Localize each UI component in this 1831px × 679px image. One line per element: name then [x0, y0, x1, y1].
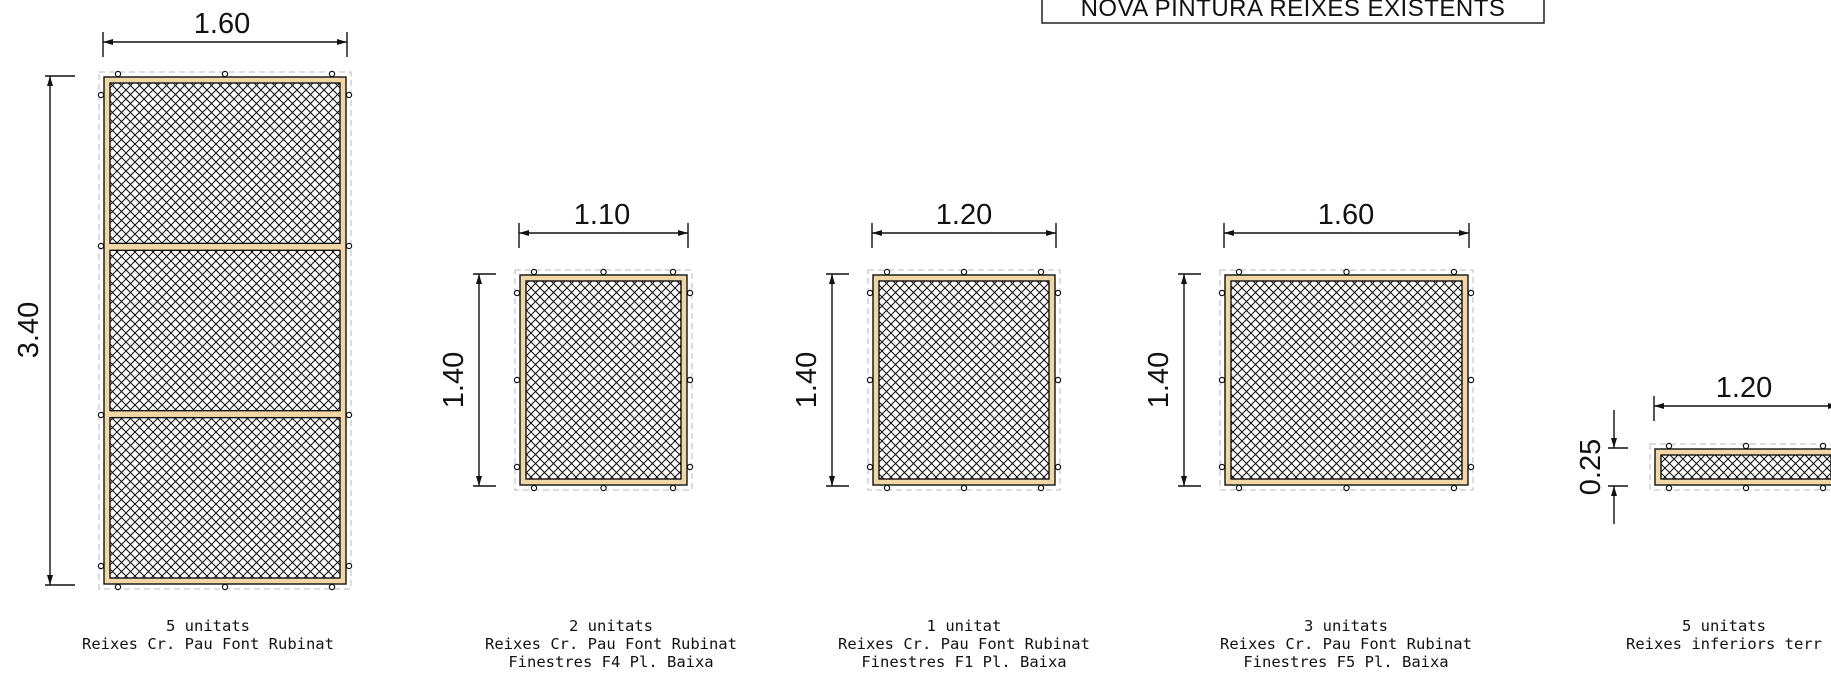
bolt — [686, 463, 694, 471]
mesh-panel — [878, 280, 1050, 480]
bolt — [883, 268, 891, 276]
caption-line: Reixes Cr. Pau Font Rubinat — [838, 635, 1090, 653]
bolt — [530, 268, 538, 276]
drawing-title: NOVA PINTURA REIXES EXISTENTS — [1081, 0, 1506, 22]
bolt — [600, 484, 607, 492]
bolt — [1054, 463, 1062, 471]
bolt — [883, 484, 891, 492]
bolt — [97, 411, 105, 419]
bolt — [1742, 442, 1750, 450]
title-block: NOVA PINTURA REIXES EXISTENTS — [1041, 0, 1545, 24]
bolt — [97, 242, 105, 250]
bolt — [97, 91, 105, 99]
caption-line: Finestres F5 Pl. Baixa — [1243, 653, 1448, 671]
bolt — [97, 562, 105, 570]
bolt — [530, 484, 538, 492]
bolt — [866, 376, 874, 384]
width-dimension-label: 1.10 — [574, 199, 630, 231]
width-dimension-label: 1.20 — [936, 199, 992, 231]
bolt — [1343, 268, 1350, 276]
bolt — [686, 289, 694, 297]
mesh-panel — [109, 416, 341, 579]
bolt — [669, 268, 677, 276]
bolt — [345, 411, 353, 419]
bolt — [1235, 268, 1243, 276]
bolt — [1665, 484, 1673, 492]
bolt — [345, 562, 353, 570]
bolt — [960, 484, 968, 492]
bolt — [1218, 463, 1226, 471]
caption-line: 5 unitats — [166, 617, 250, 635]
bolt — [1037, 484, 1045, 492]
bolt — [686, 376, 694, 384]
bolt — [600, 268, 607, 276]
caption-line: Reixes inferiors terr — [1626, 635, 1822, 653]
mesh-panel — [1230, 280, 1463, 480]
bolt — [221, 583, 229, 591]
height-dimension-label: 1.40 — [1143, 352, 1175, 408]
bolt — [513, 376, 521, 384]
caption-line: Reixes Cr. Pau Font Rubinat — [485, 635, 737, 653]
width-dimension-label: 1.60 — [194, 8, 250, 40]
height-dimension-label: 0.25 — [1575, 439, 1607, 495]
bolt — [1467, 376, 1475, 384]
bolt — [1054, 289, 1062, 297]
bolt — [345, 91, 353, 99]
bolt — [1218, 376, 1226, 384]
mesh-panel — [525, 280, 682, 480]
mesh-panel — [109, 82, 341, 245]
bolt — [960, 268, 968, 276]
bolt — [114, 583, 122, 591]
caption-line: 5 unitats — [1682, 617, 1766, 635]
bolt — [328, 70, 336, 78]
caption-line: Finestres F1 Pl. Baixa — [861, 653, 1066, 671]
bolt — [1218, 289, 1226, 297]
bolt — [866, 463, 874, 471]
width-dimension-label: 1.20 — [1716, 372, 1772, 404]
bolt — [221, 70, 229, 78]
bolt — [1819, 484, 1827, 492]
bolt — [1450, 484, 1458, 492]
bolt — [1037, 268, 1045, 276]
bolt — [1742, 484, 1750, 492]
bolt — [669, 484, 677, 492]
title-box — [1041, 0, 1545, 24]
caption-line: Reixes Cr. Pau Font Rubinat — [1220, 635, 1472, 653]
bolt — [1819, 442, 1827, 450]
bolt — [1467, 463, 1475, 471]
bolt — [1467, 289, 1475, 297]
bolt — [513, 289, 521, 297]
height-dimension-label: 1.40 — [438, 352, 470, 408]
bolt — [1343, 484, 1350, 492]
caption-line: Reixes Cr. Pau Font Rubinat — [82, 635, 334, 653]
height-dimension-label: 1.40 — [791, 352, 823, 408]
height-dimension-label: 3.40 — [13, 302, 45, 358]
bolt — [345, 242, 353, 250]
mesh-panel — [1660, 454, 1831, 480]
mesh-panel — [109, 249, 341, 412]
bolt — [1235, 484, 1243, 492]
caption-line: 3 unitats — [1304, 617, 1388, 635]
bolt — [1450, 268, 1458, 276]
bolt — [1665, 442, 1673, 450]
caption-line: 2 unitats — [569, 617, 653, 635]
bolt — [513, 463, 521, 471]
caption-line: Finestres F4 Pl. Baixa — [508, 653, 713, 671]
caption-line: 1 unitat — [927, 617, 1002, 635]
bolt — [1054, 376, 1062, 384]
bolt — [866, 289, 874, 297]
bolt — [114, 70, 122, 78]
bolt — [328, 583, 336, 591]
width-dimension-label: 1.60 — [1318, 199, 1374, 231]
